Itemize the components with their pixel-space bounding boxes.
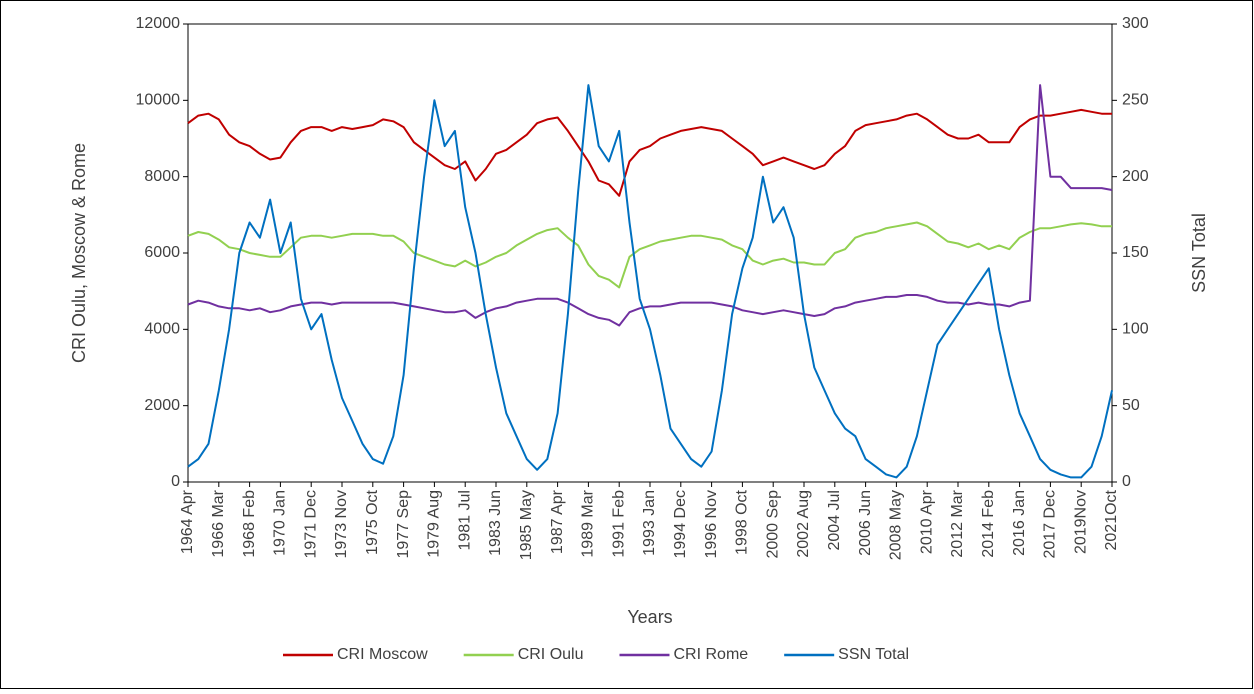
y-axis-title: CRI Oulu, Moscow & Rome bbox=[69, 143, 89, 363]
legend-label: SSN Total bbox=[838, 646, 909, 663]
legend-label: CRI Rome bbox=[673, 646, 748, 663]
y2-tick-label: 200 bbox=[1122, 168, 1149, 185]
y2-axis-title: SSN Total bbox=[1189, 213, 1209, 293]
x-tick-label: 1981 Jul bbox=[456, 490, 473, 551]
x-tick-label: 1970 Jan bbox=[272, 490, 289, 556]
y-tick-label: 8000 bbox=[144, 168, 180, 185]
series-line bbox=[187, 221, 1112, 289]
y2-tick-label: 0 bbox=[1122, 473, 1131, 490]
y-tick-label: 6000 bbox=[144, 244, 180, 261]
x-tick-label: 1985 May bbox=[518, 490, 535, 560]
y-tick-label: 2000 bbox=[144, 397, 180, 414]
x-tick-label: 1983 Jun bbox=[487, 490, 504, 556]
x-tick-label: 1973 Nov bbox=[333, 490, 350, 559]
x-tick-label: 2017 Dec bbox=[1042, 490, 1059, 559]
y2-tick-label: 50 bbox=[1122, 397, 1140, 414]
x-tick-label: 2004 Jul bbox=[826, 490, 843, 551]
x-tick-label: 2010 Apr bbox=[918, 489, 935, 554]
x-tick-label: 2016 Jan bbox=[1011, 490, 1028, 556]
x-tick-label: 1975 Oct bbox=[364, 489, 381, 554]
x-tick-label: 1991 Feb bbox=[610, 490, 627, 558]
x-axis-title: Years bbox=[627, 607, 672, 627]
x-tick-label: 2002 Aug bbox=[795, 490, 812, 558]
y-tick-label: 10000 bbox=[136, 92, 181, 109]
y2-tick-label: 150 bbox=[1122, 244, 1149, 261]
y2-tick-label: 250 bbox=[1122, 92, 1149, 109]
x-tick-label: 1994 Dec bbox=[672, 490, 689, 559]
x-tick-label: 1977 Sep bbox=[395, 490, 412, 559]
x-tick-label: 2000 Sep bbox=[764, 490, 781, 559]
legend-label: CRI Oulu bbox=[518, 646, 584, 663]
y-tick-label: 4000 bbox=[144, 321, 180, 338]
series-line bbox=[187, 84, 1113, 479]
x-tick-label: 2008 May bbox=[888, 490, 905, 560]
x-tick-label: 2021Oct bbox=[1103, 489, 1120, 550]
x-tick-label: 2019Nov bbox=[1072, 490, 1089, 554]
x-tick-label: 1971 Dec bbox=[302, 490, 319, 559]
x-tick-label: 1979 Aug bbox=[426, 490, 443, 558]
x-tick-label: 1968 Feb bbox=[241, 490, 258, 558]
x-tick-label: 2012 Mar bbox=[949, 489, 966, 557]
x-tick-label: 1989 Mar bbox=[580, 489, 597, 557]
x-tick-label: 1964 Apr bbox=[179, 489, 196, 554]
x-tick-label: 1966 Mar bbox=[210, 489, 227, 557]
y2-tick-label: 300 bbox=[1122, 15, 1149, 32]
y2-tick-label: 100 bbox=[1122, 321, 1149, 338]
x-tick-label: 1998 Oct bbox=[734, 489, 751, 554]
x-tick-label: 2006 Jun bbox=[857, 490, 874, 556]
series-line bbox=[187, 108, 1112, 197]
x-tick-label: 1996 Nov bbox=[703, 490, 720, 559]
x-tick-label: 2014 Feb bbox=[980, 490, 997, 558]
series-line bbox=[187, 84, 1113, 327]
legend-label: CRI Moscow bbox=[337, 646, 428, 663]
y-tick-label: 12000 bbox=[136, 15, 181, 32]
x-tick-label: 1993 Jan bbox=[641, 490, 658, 556]
x-tick-label: 1987 Apr bbox=[549, 489, 566, 554]
y-tick-label: 0 bbox=[171, 473, 180, 490]
